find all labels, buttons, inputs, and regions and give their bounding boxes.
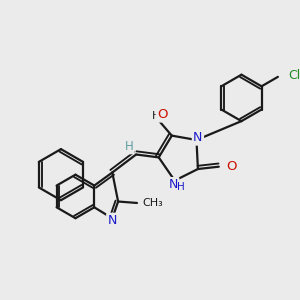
Text: H: H (177, 182, 185, 192)
Text: H: H (152, 111, 160, 121)
Text: O: O (226, 160, 237, 173)
Text: O: O (157, 108, 168, 121)
Text: N: N (108, 214, 117, 227)
Text: N: N (193, 131, 203, 144)
Text: Cl: Cl (288, 69, 300, 82)
Text: H: H (124, 140, 133, 153)
Text: N: N (169, 178, 178, 191)
Text: CH₃: CH₃ (143, 198, 164, 208)
